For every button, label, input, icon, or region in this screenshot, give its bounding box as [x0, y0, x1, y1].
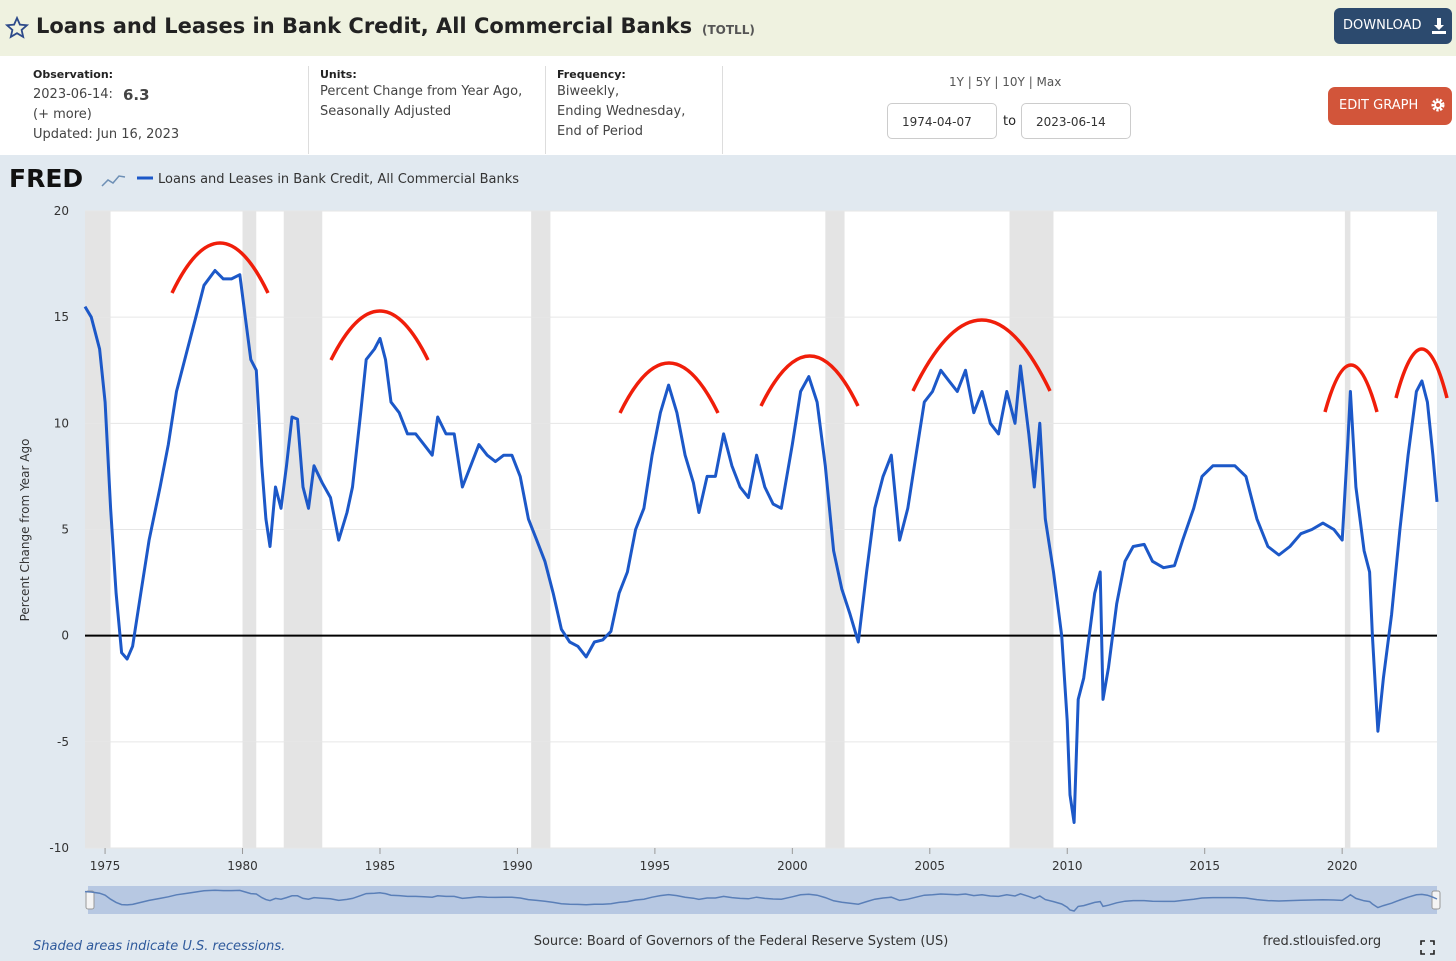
divider	[722, 66, 723, 154]
series-line	[83, 269, 1439, 824]
x-tick-label: 1990	[502, 859, 533, 873]
more-link[interactable]: (+ more)	[33, 107, 92, 122]
x-tick-label: 1975	[90, 859, 121, 873]
peak-arc	[618, 361, 720, 414]
frequency-line: Ending Wednesday,	[557, 104, 686, 119]
divider	[545, 66, 546, 154]
y-tick-label: 15	[54, 310, 69, 324]
units-line: Seasonally Adjusted	[320, 104, 452, 119]
navigator[interactable]	[88, 886, 1437, 914]
legend-label: Loans and Leases in Bank Credit, All Com…	[158, 172, 519, 187]
x-tick-label: 1980	[227, 859, 258, 873]
header: Loans and Leases in Bank Credit, All Com…	[0, 0, 1456, 56]
range-links[interactable]: 1Y | 5Y | 10Y | Max	[949, 75, 1062, 89]
frequency-label: Frequency:	[557, 68, 626, 81]
peak-arc	[329, 309, 430, 361]
x-tick-label: 2020	[1327, 859, 1358, 873]
series-code: (TOTLL)	[702, 23, 755, 37]
annotations	[170, 241, 1449, 414]
navigator-handle[interactable]	[1431, 890, 1441, 910]
start-date[interactable]: 1974-04-07	[887, 103, 997, 139]
to-label: to	[1003, 114, 1017, 129]
title: Loans and Leases in Bank Credit, All Com…	[36, 14, 693, 38]
units-label: Units:	[320, 68, 357, 81]
updated: Updated: Jun 16, 2023	[33, 127, 180, 142]
fred-logo: FRED	[9, 164, 83, 193]
site: fred.stlouisfed.org	[1263, 934, 1381, 949]
recession-note: Shaded areas indicate U.S. recessions.	[33, 939, 285, 954]
x-tick-label: 1995	[640, 859, 671, 873]
x-tick-label: 2005	[915, 859, 946, 873]
gear-icon	[1431, 98, 1445, 112]
navigator-handle[interactable]	[85, 890, 95, 910]
observation-label: Observation:	[33, 68, 114, 81]
edit-graph-button[interactable]: EDIT GRAPH	[1328, 87, 1452, 125]
y-tick-label: 5	[61, 523, 69, 537]
chart: FRED Loans and Leases in Bank Credit, Al…	[0, 155, 1456, 961]
download-icon	[1432, 18, 1446, 34]
peak-arc	[170, 241, 270, 294]
divider	[308, 66, 309, 154]
download-label: DOWNLOAD	[1343, 18, 1422, 33]
x-tick-label: 2015	[1189, 859, 1220, 873]
y-tick-label: -5	[57, 735, 69, 749]
peak-arc	[911, 318, 1052, 392]
y-tick-label: 10	[54, 416, 69, 430]
observation-date: 2023-06-14:	[33, 87, 113, 102]
peak-arc	[1394, 347, 1449, 399]
units-line: Percent Change from Year Ago,	[320, 84, 523, 99]
x-tick-label: 2000	[777, 859, 808, 873]
frequency-line: Biweekly,	[557, 84, 620, 99]
end-date[interactable]: 2023-06-14	[1021, 103, 1131, 139]
x-tick-label: 1985	[365, 859, 396, 873]
download-button[interactable]: DOWNLOAD	[1334, 8, 1452, 44]
frequency-line: End of Period	[557, 124, 644, 139]
y-tick-label: -10	[49, 841, 69, 855]
y-tick-label: 20	[54, 204, 69, 218]
logo-icon	[101, 175, 126, 187]
peak-arc	[759, 354, 860, 407]
navigator-line	[84, 889, 1438, 912]
star-icon[interactable]	[5, 16, 29, 40]
observation-value: 6.3	[123, 86, 150, 104]
edit-graph-label: EDIT GRAPH	[1339, 98, 1419, 113]
fullscreen-icon[interactable]	[1420, 940, 1435, 955]
x-tick-label: 2010	[1052, 859, 1083, 873]
source: Source: Board of Governors of the Federa…	[534, 934, 949, 949]
peak-arc	[1323, 363, 1379, 413]
y-axis-label: Percent Change from Year Ago	[18, 439, 32, 622]
y-tick-label: 0	[61, 629, 69, 643]
